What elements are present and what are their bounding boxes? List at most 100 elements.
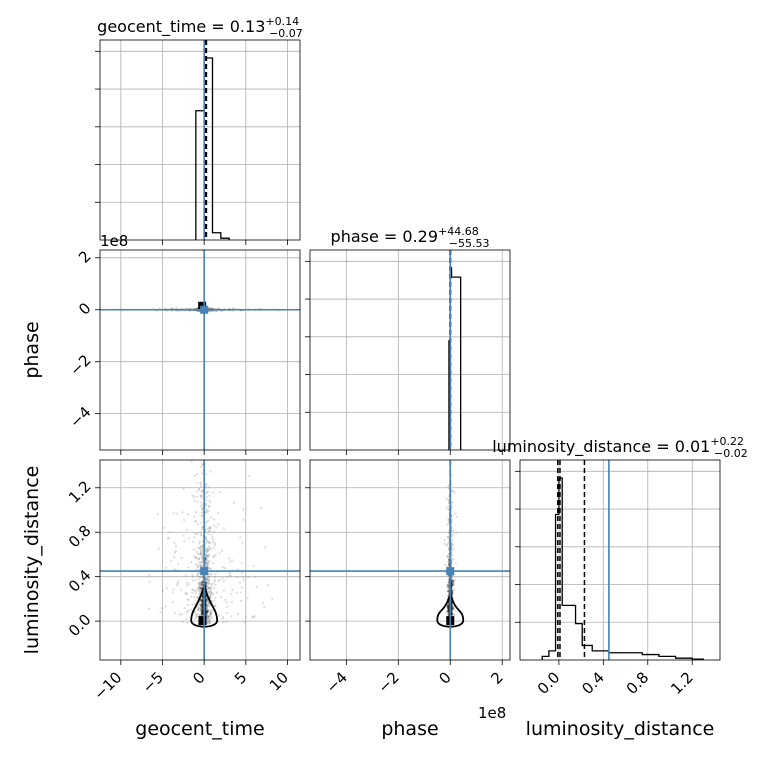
scatter-point	[189, 608, 192, 611]
scatter-point	[197, 487, 201, 491]
title-name: geocent_time	[97, 17, 206, 37]
scatter-point	[197, 607, 200, 610]
scatter-point	[195, 556, 198, 560]
scatter-point	[451, 584, 454, 587]
scatter-point	[252, 616, 255, 619]
scatter-point	[212, 538, 215, 541]
scatter-point	[198, 564, 202, 567]
scatter-point	[166, 537, 169, 540]
scatter-point	[446, 542, 449, 546]
scatter-point	[207, 560, 210, 564]
scatter-point	[201, 514, 204, 517]
x-tick-label: 1.2	[667, 668, 697, 698]
scatter-point	[210, 533, 213, 536]
scatter-point	[205, 554, 208, 557]
scatter-point	[218, 552, 221, 555]
scatter-point	[453, 491, 456, 494]
scatter-point	[201, 489, 204, 492]
scatter-point	[208, 604, 211, 607]
scatter-point	[230, 592, 233, 596]
scatter-point	[200, 521, 203, 524]
scatter-point	[225, 601, 228, 604]
scatter-point	[197, 578, 200, 581]
scatter-point	[207, 499, 211, 502]
scatter-point	[199, 576, 203, 579]
scatter-point	[221, 566, 224, 569]
panel-content	[448, 250, 462, 450]
scatter-point	[185, 592, 188, 596]
scatter-point	[207, 576, 211, 579]
scatter-point	[205, 482, 208, 485]
scatter-point	[213, 542, 216, 545]
scatter-point	[206, 550, 209, 553]
scatter-point	[181, 511, 184, 514]
scatter-point	[206, 490, 209, 494]
scatter-point	[212, 524, 215, 527]
scatter-point	[209, 586, 213, 589]
grid-lines	[520, 460, 720, 660]
scatter-point	[211, 592, 214, 595]
scatter-point	[206, 621, 209, 625]
scatter-point	[206, 587, 209, 590]
panel-frame	[519, 459, 721, 661]
scatter-point	[209, 596, 212, 599]
scatter-point	[451, 544, 454, 547]
x-tick-label: 10	[266, 668, 292, 694]
title-equals: =	[206, 17, 230, 36]
scatter-point	[200, 581, 204, 584]
title-minus: −0.07	[269, 27, 303, 40]
scatter-point	[240, 572, 243, 575]
scatter-point	[198, 606, 201, 609]
panel-content	[100, 460, 300, 660]
scatter-point	[242, 518, 245, 521]
title-minus: −0.02	[714, 447, 748, 460]
scatter-point	[199, 505, 202, 508]
scatter-point	[450, 554, 453, 557]
scatter-point	[208, 582, 211, 585]
scatter-point	[210, 307, 214, 310]
scatter-point	[206, 509, 210, 512]
x-tick-label: 5	[231, 668, 250, 687]
scatter-point	[206, 547, 209, 550]
scatter-point	[201, 549, 204, 553]
scatter-point	[454, 532, 457, 535]
scatter-point	[220, 595, 223, 599]
scatter-point	[262, 601, 265, 604]
scatter-point	[206, 578, 209, 581]
scatter-point	[206, 617, 209, 620]
scatter-point	[192, 515, 196, 518]
scatter-point	[200, 511, 204, 514]
scatter-point	[218, 578, 221, 581]
scatter-point	[177, 563, 180, 566]
scatter-point	[159, 611, 162, 614]
scatter-point	[199, 550, 202, 553]
x-axis-label-phase: phase	[381, 718, 438, 740]
scatter-point	[222, 527, 226, 530]
scatter-point	[171, 601, 174, 604]
scatter-point	[220, 549, 223, 552]
scatter-point	[201, 525, 204, 529]
scatter-point	[208, 553, 211, 557]
scatter-point	[207, 587, 210, 590]
scatter-point	[191, 494, 194, 497]
scatter-point	[205, 483, 208, 486]
scatter-point	[198, 561, 201, 564]
scatter-point	[208, 586, 211, 590]
scatter-point	[222, 589, 226, 592]
scatter-point	[194, 520, 197, 523]
scatter-point	[205, 503, 208, 506]
scatter-point	[211, 541, 214, 544]
x-tick-label: −10	[90, 668, 125, 703]
scatter-point	[180, 556, 183, 559]
scatter-point	[247, 576, 250, 579]
scatter-point	[186, 609, 189, 612]
scatter-point	[227, 557, 231, 560]
scatter-point	[205, 556, 208, 559]
scatter-point	[198, 547, 201, 550]
scatter-point	[201, 472, 204, 475]
panel-phase-vs-luminosity_distance: −4 −2 0 2	[305, 459, 511, 697]
scatter-point	[196, 574, 199, 577]
scatter-point	[199, 545, 202, 548]
scatter-point	[452, 558, 455, 561]
scatter-point	[173, 611, 177, 615]
